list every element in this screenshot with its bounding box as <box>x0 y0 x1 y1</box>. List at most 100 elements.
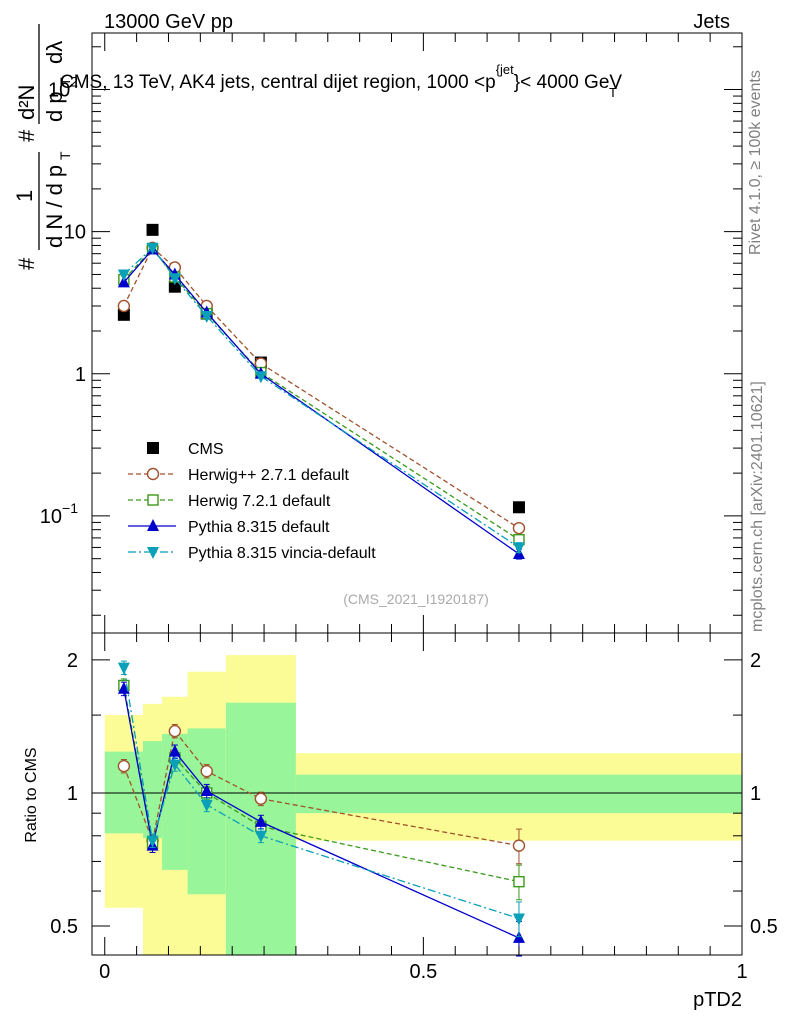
legend-marker <box>147 494 159 506</box>
main-ytick-base: 10 <box>40 506 62 528</box>
ratio-point <box>117 662 130 675</box>
legend-marker <box>146 467 160 481</box>
ratio-ytick-label-right: 1 <box>750 783 761 805</box>
legend-label: Pythia 8.315 vincia-default <box>188 545 376 562</box>
ratio-ytick-label: 2 <box>67 650 78 672</box>
legend-label: Herwig++ 2.7.1 default <box>188 467 350 484</box>
mcplots-label: mcplots.cern.ch [arXiv:2401.10621] <box>749 381 766 632</box>
ratio-point <box>200 764 213 778</box>
ratio-point <box>512 913 525 926</box>
data-point <box>168 280 181 293</box>
ratio-xtick-label: 1 <box>736 961 747 983</box>
data-point <box>117 269 130 282</box>
plot-title-sub: T <box>609 85 617 100</box>
ratio-line <box>123 667 520 920</box>
collision-label: 13000 GeV pp <box>104 11 233 33</box>
ratio-point <box>117 681 130 694</box>
ratio-line <box>123 685 520 883</box>
ratio-xtick-label: 0.5 <box>409 961 437 983</box>
ratio-point <box>168 759 181 772</box>
plot-title-sup: {jet <box>496 62 514 77</box>
plot-title-end: }< 4000 GeV <box>514 72 623 93</box>
data-point <box>254 371 267 384</box>
legend-label: Pythia 8.315 default <box>188 519 330 536</box>
main-ytick-label: 10−1 <box>40 500 78 528</box>
uncertainty-band-inner <box>295 774 742 814</box>
main-ytick-exp: −1 <box>62 500 78 516</box>
rivet-label: Rivet 4.1.0, ≥ 100k events <box>747 70 764 255</box>
legend-item: Herwig++ 2.7.1 default <box>128 467 350 484</box>
ratio-point <box>117 759 131 773</box>
main-ytick-label: 10 <box>64 222 86 244</box>
main-ytick-label: 1 <box>75 364 86 386</box>
series-pythia-8-315-vincia-default <box>117 242 525 555</box>
ylabel-frac-bottom: d N / d p <box>42 165 67 248</box>
ylabel-dpt-sub: T <box>57 77 73 86</box>
legend-item: Pythia 8.315 vincia-default <box>128 545 376 562</box>
plot-title: CMS, 13 TeV, AK4 jets, central dijet reg… <box>60 62 622 93</box>
main-ytick-base: 10 <box>64 222 86 244</box>
main-ytick-base: 10 <box>48 80 70 102</box>
ratio-point <box>254 792 268 805</box>
ratio-series-pythia-8-315-vincia-default <box>117 660 525 938</box>
data-point <box>146 242 159 255</box>
data-point <box>117 299 131 313</box>
legend-item: CMS <box>147 441 224 458</box>
legend-label: Herwig 7.2.1 default <box>188 493 331 510</box>
main-ytick-label: 102 <box>48 74 78 102</box>
ratio-ytick-label-right: 2 <box>750 650 761 672</box>
main-ylabel: # 1 d N / d p T # d²N d p T dλ <box>12 24 73 270</box>
ratio-ytick-label-right: 0.5 <box>750 916 778 938</box>
ratio-xlabel: pTD2 <box>693 989 742 1011</box>
ratio-panel: 0.5 0.5 1 1 2 2 0 0.5 1 Ratio to CMS pTD2 <box>23 632 778 1011</box>
data-point <box>200 311 213 324</box>
ylabel-frac-sub: T <box>57 151 73 160</box>
ratio-point <box>254 830 267 843</box>
main-series-layer <box>117 223 526 560</box>
data-point <box>512 521 526 535</box>
ratio-point <box>254 814 267 827</box>
analysis-group-label: Jets <box>693 11 730 33</box>
ratio-frame <box>91 632 743 956</box>
ratio-point <box>513 875 525 888</box>
data-point <box>117 308 130 321</box>
ratio-point <box>168 744 181 757</box>
ratio-point <box>146 835 159 848</box>
ratio-series-layer <box>117 660 526 957</box>
data-point <box>168 273 181 286</box>
main-ytick-base: 1 <box>75 364 86 386</box>
ylabel-dlambda: dλ <box>42 41 67 64</box>
ylabel-frac-top: 1 <box>12 190 37 202</box>
legend-item: Pythia 8.315 default <box>128 519 330 536</box>
ylabel-d2n: d²N <box>14 85 39 120</box>
ylabel-dpt: d p <box>42 91 67 122</box>
legend-marker <box>147 442 159 454</box>
analysis-watermark: (CMS_2021_I1920187) <box>343 591 489 607</box>
ratio-bands <box>92 655 742 955</box>
ylabel-hash-2: # <box>14 129 39 142</box>
plot-title-main: CMS, 13 TeV, AK4 jets, central dijet reg… <box>60 72 496 93</box>
legend-marker <box>147 519 159 531</box>
main-frame <box>91 32 743 634</box>
data-point <box>512 501 525 514</box>
data-point <box>146 223 159 236</box>
series-line <box>123 248 520 555</box>
ratio-ytick-label: 0.5 <box>50 916 78 938</box>
data-point <box>512 542 525 555</box>
legend-label: CMS <box>188 441 224 458</box>
main-ytick-exp: 2 <box>70 74 78 90</box>
ratio-line <box>123 688 520 939</box>
uncertainty-band-inner <box>142 741 163 839</box>
ratio-ytick-label: 1 <box>67 783 78 805</box>
ylabel-hash-1: # <box>14 257 39 270</box>
ratio-ylabel: Ratio to CMS <box>23 747 40 842</box>
series-line <box>123 246 520 529</box>
ratio-xtick-label: 0 <box>99 961 110 983</box>
ratio-point <box>512 839 526 852</box>
legend: CMS Herwig++ 2.7.1 default Herwig 7.2.1 de… <box>128 441 376 562</box>
ratio-point <box>200 784 213 797</box>
legend-item: Herwig 7.2.1 default <box>128 493 331 510</box>
